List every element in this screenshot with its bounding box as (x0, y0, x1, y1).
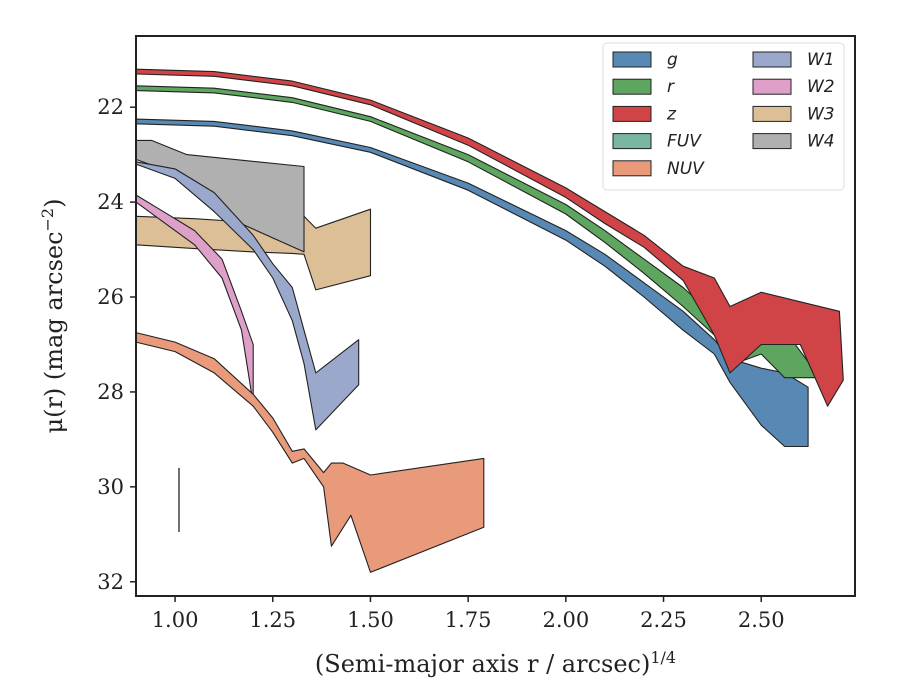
y-axis-label: μ(r) (mag arcsec−2) (38, 199, 69, 434)
bands-layer (135, 68, 844, 573)
legend-label-z: z (666, 104, 677, 124)
x-tick-label: 1.50 (347, 608, 394, 632)
band-z (135, 68, 844, 407)
plot-frame (135, 35, 856, 597)
legend-label-r: r (667, 77, 675, 97)
y-tick-label: 30 (97, 475, 124, 499)
x-axis-ticks: 1.00 1.25 1.50 1.75 2.00 2.25 2.50 (152, 596, 785, 632)
x-tick-label: 1.75 (445, 608, 492, 632)
x-tick-label: 1.25 (249, 608, 296, 632)
legend-swatch-W2 (752, 78, 792, 95)
y-axis-label-suffix: ) (40, 199, 68, 208)
y-axis-ticks: 22 24 26 28 30 32 (97, 95, 136, 594)
x-axis-label-text: (Semi-major axis r / arcsec) (315, 650, 650, 678)
band-g (135, 118, 809, 448)
x-axis-label-superscript: 1/4 (650, 648, 676, 667)
legend: grz FUV NUV W1 W2 W3 W4 (602, 42, 845, 191)
band-NUV (135, 332, 485, 573)
legend-swatch-W1 (752, 51, 792, 68)
y-tick-label: 22 (97, 95, 124, 119)
y-tick-label: 24 (97, 190, 124, 214)
y-tick-label: 26 (97, 285, 124, 309)
legend-label-W4: W4 (807, 132, 835, 152)
y-axis-label-text: μ(r) (mag arcsec (40, 231, 68, 433)
legend-swatch-z (612, 105, 652, 122)
legend-label-W3: W3 (807, 104, 835, 124)
x-axis-label: (Semi-major axis r / arcsec)1/4 (315, 648, 676, 679)
legend-label-W1: W1 (807, 50, 835, 70)
legend-label-g: g (667, 50, 678, 70)
x-tick-label: 2.00 (542, 608, 589, 632)
legend-swatch-r (612, 78, 652, 95)
legend-swatch-W3 (752, 105, 792, 122)
x-tick-label: 2.50 (738, 608, 785, 632)
legend-swatch-NUV (612, 160, 652, 177)
legend-swatch-FUV (612, 133, 652, 150)
x-tick-label: 1.00 (152, 608, 199, 632)
y-tick-label: 32 (97, 570, 124, 594)
legend-label-FUV: FUV (667, 132, 702, 152)
legend-label-NUV: NUV (667, 159, 705, 179)
band-W1 (135, 161, 360, 431)
legend-swatch-g (612, 51, 652, 68)
legend-swatch-W4 (752, 133, 792, 150)
y-tick-label: 28 (97, 380, 124, 404)
y-axis-label-superscript: −2 (38, 208, 57, 232)
legend-label-W2: W2 (807, 77, 835, 97)
x-tick-label: 2.25 (640, 608, 687, 632)
